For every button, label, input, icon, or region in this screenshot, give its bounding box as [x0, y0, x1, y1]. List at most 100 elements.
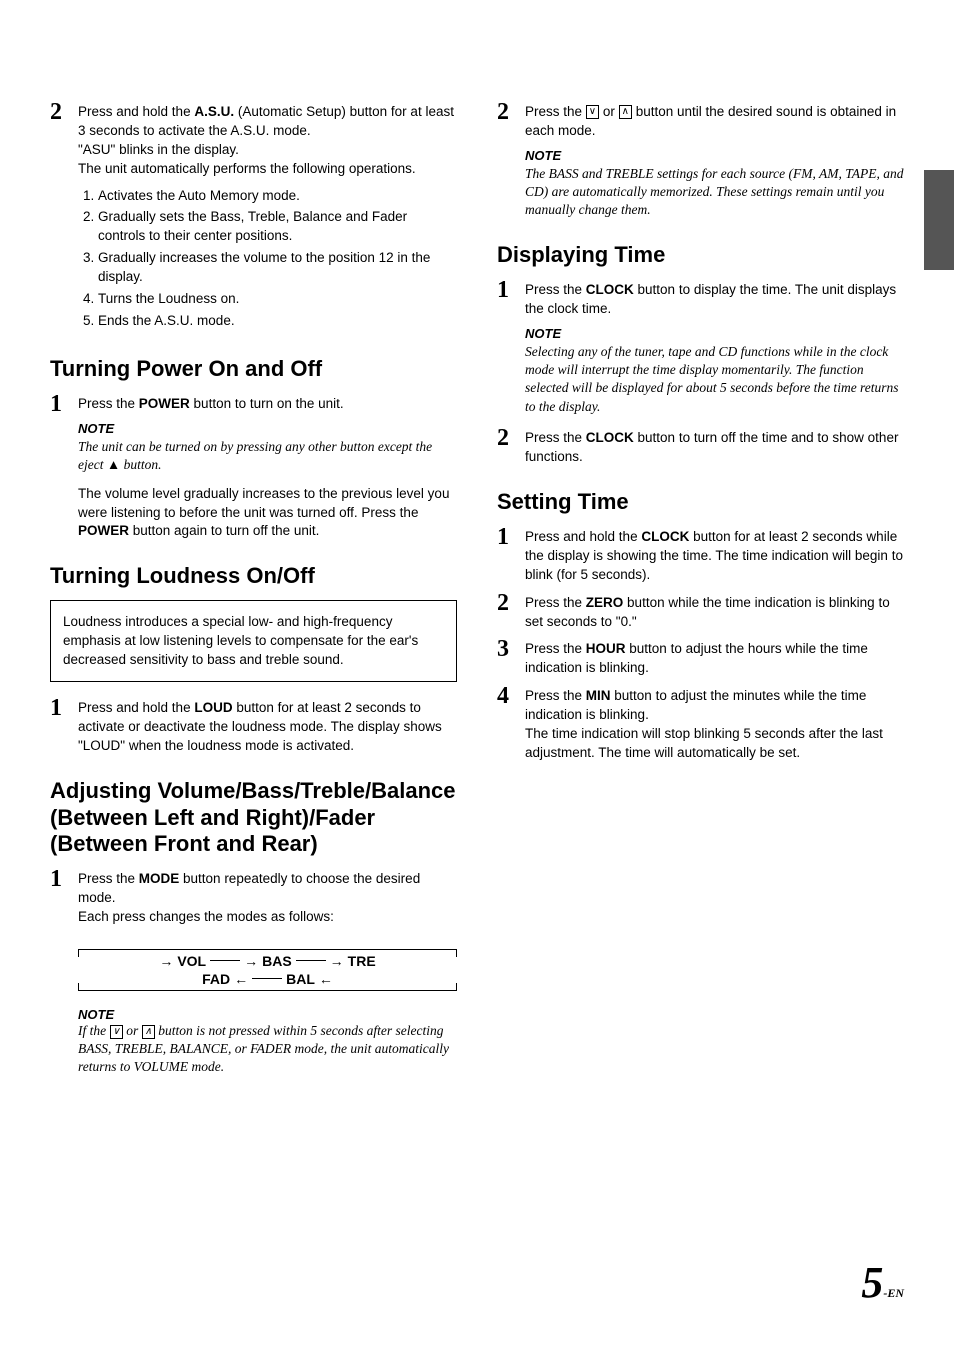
list-item: Gradually increases the volume to the po… [98, 249, 457, 287]
note-text: The unit can be turned on by pressing an… [78, 438, 457, 474]
side-tab [924, 170, 954, 270]
step-number: 4 [497, 684, 525, 708]
adjust-step-1: 1 Press the MODE button repeatedly to ch… [50, 867, 457, 927]
step-number: 2 [497, 100, 525, 124]
heading-displaying-time: Displaying Time [497, 242, 904, 268]
text-bold: POWER [78, 523, 129, 538]
asu-step-2: 2 Press and hold the A.S.U. (Automatic S… [50, 100, 457, 334]
text-bold: MODE [139, 871, 180, 886]
step-number: 2 [50, 100, 78, 124]
step-body: Press the CLOCK button to display the ti… [525, 278, 904, 416]
text: button again to turn off the unit. [129, 523, 319, 538]
step-body: Press the ZERO button while the time ind… [525, 591, 904, 632]
text: Each press changes the modes as follows: [78, 908, 457, 927]
text-bold: POWER [139, 396, 190, 411]
loudness-callout: Loudness introduces a special low- and h… [50, 600, 457, 683]
text: Press the [525, 641, 586, 656]
power-paragraph: The volume level gradually increases to … [78, 485, 457, 542]
text: Press the [525, 430, 586, 445]
heading-setting-time: Setting Time [497, 489, 904, 515]
step-body: Press the MIN button to adjust the minut… [525, 684, 904, 763]
step-body: Press and hold the CLOCK button for at l… [525, 525, 904, 585]
text-bold: MIN [586, 688, 611, 703]
sound-step-2: 2 Press the ∨ or ∧ button until the desi… [497, 100, 904, 220]
page-number: 5-EN [861, 1257, 904, 1308]
text: Press the [525, 595, 586, 610]
text-bold: A.S.U. [194, 104, 234, 119]
note-text: If the ∨ or ∧ button is not pressed with… [78, 1022, 457, 1077]
display-time-step-2: 2 Press the CLOCK button to turn off the… [497, 426, 904, 467]
note-label: NOTE [525, 325, 904, 343]
page-number-suffix: -EN [883, 1286, 904, 1300]
text: button to turn on the unit. [190, 396, 344, 411]
step-number: 2 [497, 591, 525, 615]
setting-time-step-4: 4 Press the MIN button to adjust the min… [497, 684, 904, 763]
text-bold: ZERO [586, 595, 624, 610]
note-label: NOTE [78, 1007, 457, 1022]
note-text: The BASS and TREBLE settings for each so… [525, 165, 904, 220]
heading-power: Turning Power On and Off [50, 356, 457, 382]
step-body: Press and hold the A.S.U. (Automatic Set… [78, 100, 457, 334]
step-number: 1 [497, 525, 525, 549]
text-bold: LOUD [194, 700, 232, 715]
text: The unit automatically performs the foll… [78, 160, 457, 179]
text: If the [78, 1023, 110, 1038]
step-number: 1 [50, 696, 78, 720]
text: Press the [525, 104, 586, 119]
right-column: 2 Press the ∨ or ∧ button until the desi… [497, 100, 904, 1077]
step-number: 1 [497, 278, 525, 302]
mode-cycle-diagram: VOL BAS TRE FAD BAL [78, 941, 457, 997]
step-number: 1 [50, 867, 78, 891]
eject-icon: ▲ [107, 457, 120, 472]
text: button. [120, 457, 161, 472]
text: Press the [525, 282, 586, 297]
up-button-icon: ∧ [619, 105, 632, 119]
step-body: Press and hold the LOUD button for at le… [78, 696, 457, 756]
page-number-main: 5 [861, 1258, 883, 1307]
power-step-1: 1 Press the POWER button to turn on the … [50, 392, 457, 541]
text-bold: CLOCK [641, 529, 689, 544]
down-button-icon: ∨ [586, 105, 599, 119]
setting-time-step-2: 2 Press the ZERO button while the time i… [497, 591, 904, 632]
list-item: Turns the Loudness on. [98, 290, 457, 309]
text: Press the [525, 688, 586, 703]
step-body: Press the HOUR button to adjust the hour… [525, 637, 904, 678]
loudness-step-1: 1 Press and hold the LOUD button for at … [50, 696, 457, 756]
step-number: 3 [497, 637, 525, 661]
text-bold: CLOCK [586, 430, 634, 445]
left-column: 2 Press and hold the A.S.U. (Automatic S… [50, 100, 457, 1077]
step-body: Press the ∨ or ∧ button until the desire… [525, 100, 904, 220]
text: Press and hold the [78, 104, 194, 119]
note-label: NOTE [525, 147, 904, 165]
step-body: Press the CLOCK button to turn off the t… [525, 426, 904, 467]
list-item: Ends the A.S.U. mode. [98, 312, 457, 331]
step-number: 1 [50, 392, 78, 416]
asu-operation-list: Activates the Auto Memory mode. Graduall… [78, 187, 457, 331]
text: Press and hold the [525, 529, 641, 544]
heading-adjusting: Adjusting Volume/Bass/Treble/Balance (Be… [50, 778, 457, 857]
list-item: Gradually sets the Bass, Treble, Balance… [98, 208, 457, 246]
note-label: NOTE [78, 420, 457, 438]
list-item: Activates the Auto Memory mode. [98, 187, 457, 206]
down-button-icon: ∨ [110, 1025, 123, 1039]
adjust-note: NOTE If the ∨ or ∧ button is not pressed… [78, 1007, 457, 1077]
text: Press the [78, 396, 139, 411]
text-bold: CLOCK [586, 282, 634, 297]
step-body: Press the POWER button to turn on the un… [78, 392, 457, 541]
note-text: Selecting any of the tuner, tape and CD … [525, 343, 904, 416]
text: The volume level gradually increases to … [78, 486, 449, 520]
step-body: Press the MODE button repeatedly to choo… [78, 867, 457, 927]
text-bold: HOUR [586, 641, 626, 656]
text: The time indication will stop blinking 5… [525, 725, 904, 763]
heading-loudness: Turning Loudness On/Off [50, 563, 457, 589]
setting-time-step-3: 3 Press the HOUR button to adjust the ho… [497, 637, 904, 678]
display-time-step-1: 1 Press the CLOCK button to display the … [497, 278, 904, 416]
text: or [123, 1023, 142, 1038]
text: or [599, 104, 619, 119]
step-number: 2 [497, 426, 525, 450]
up-button-icon: ∧ [142, 1025, 155, 1039]
content-columns: 2 Press and hold the A.S.U. (Automatic S… [50, 100, 904, 1077]
text: Press the [78, 871, 139, 886]
setting-time-step-1: 1 Press and hold the CLOCK button for at… [497, 525, 904, 585]
text: "ASU" blinks in the display. [78, 141, 457, 160]
